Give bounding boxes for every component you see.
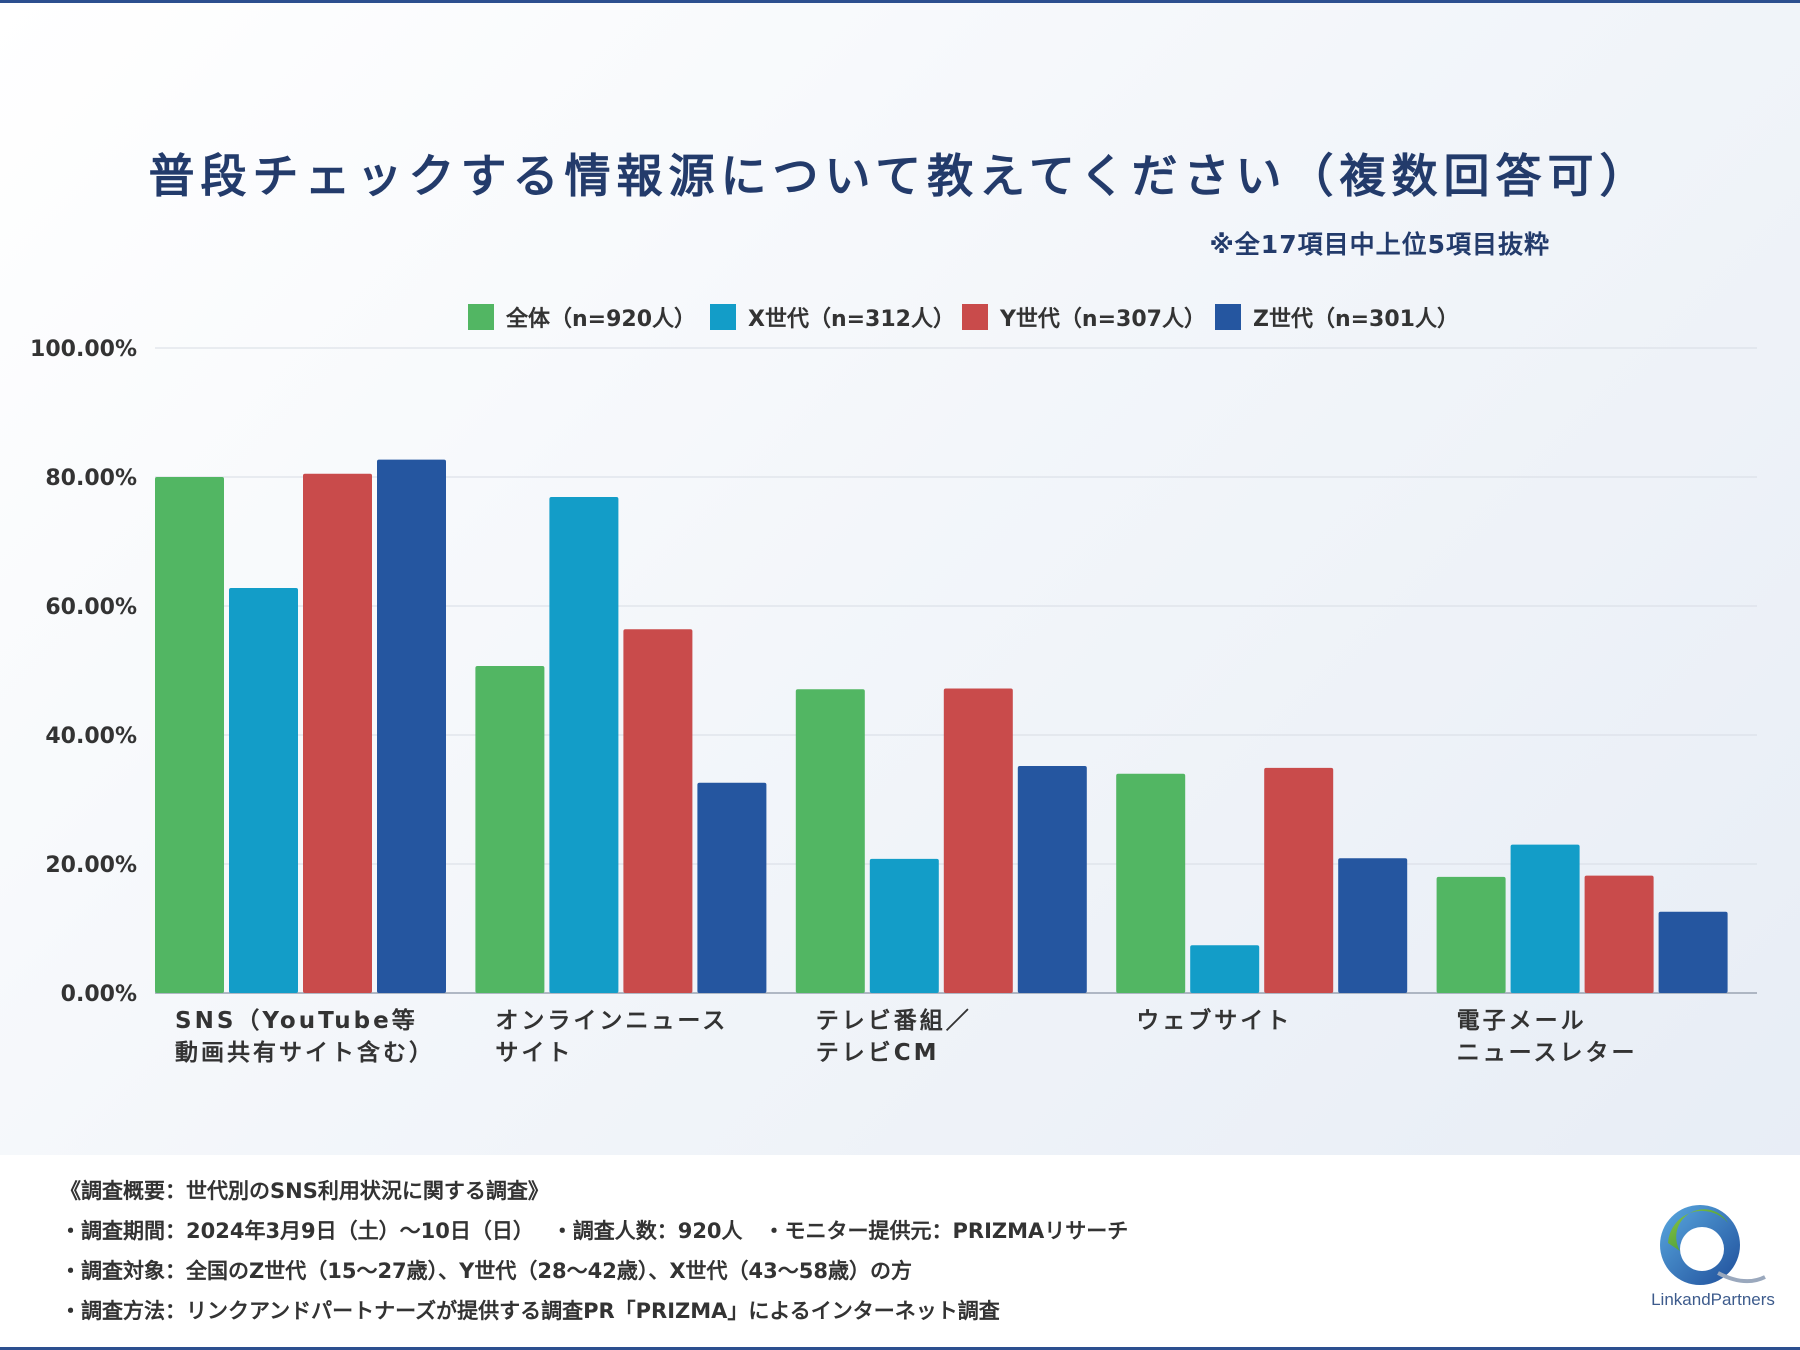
bar — [1658, 911, 1728, 993]
bar — [303, 473, 372, 993]
x-tick-label: テレビCM — [816, 1040, 940, 1066]
chart-title: 普段チェックする情報源について教えてください（複数回答可） — [148, 149, 1652, 203]
bar — [1190, 945, 1260, 993]
bar — [377, 459, 446, 994]
x-tick-label: SNS（YouTube等 — [175, 1007, 418, 1034]
x-tick-label: サイト — [495, 1040, 573, 1066]
x-tick-label: 動画共有サイト含む） — [175, 1039, 435, 1066]
logo-text: LinkandPartners — [1651, 1290, 1775, 1309]
bar — [1436, 876, 1506, 993]
bar — [475, 665, 545, 993]
legend-label: Y世代（n=307人） — [999, 307, 1206, 332]
x-tick-label: ニュースレター — [1457, 1040, 1638, 1066]
bar — [229, 587, 298, 993]
y-tick-label: 60.00% — [45, 595, 137, 620]
legend-label: 全体（n=920人） — [505, 306, 696, 332]
bar — [943, 688, 1013, 993]
survey-footer: 《調査概要：世代別のSNS利用状況に関する調査》 ・調査期間：2024年3月9日… — [0, 1155, 1800, 1347]
footer-target: ・調査対象：全国のZ世代（15～27歳）、Y世代（28～42歳）、X世代（43～… — [60, 1259, 912, 1283]
legend-label: X世代（n=312人） — [748, 307, 955, 332]
footer-period: ・調査期間：2024年3月9日（土）～10日（日） ・調査人数：920人 ・モニ… — [60, 1219, 1129, 1243]
bar — [549, 496, 619, 993]
chart-note: ※全17項目中上位5項目抜粋 — [1209, 230, 1550, 259]
bar — [795, 689, 865, 993]
bottom-rule — [0, 1347, 1800, 1350]
footer-method: ・調査方法：リンクアンドパートナーズが提供する調査PR「PRIZMA」によるイン… — [60, 1299, 1000, 1323]
bar — [1338, 858, 1408, 993]
legend-swatch — [468, 304, 494, 330]
top-rule — [0, 0, 1800, 3]
bar — [697, 782, 767, 993]
legend-swatch — [1215, 304, 1241, 330]
x-tick-label: 電子メール — [1457, 1008, 1587, 1034]
legend-label: Z世代（n=301人） — [1253, 307, 1459, 332]
y-tick-label: 80.00% — [45, 466, 137, 491]
y-tick-label: 40.00% — [45, 724, 137, 749]
legend-swatch — [710, 304, 736, 330]
bar — [869, 858, 939, 993]
y-tick-label: 0.00% — [61, 982, 137, 1007]
legend-swatch — [962, 304, 988, 330]
bar — [623, 629, 693, 993]
bar — [155, 477, 224, 993]
bar — [1584, 875, 1654, 993]
bar — [1017, 765, 1087, 993]
x-tick-label: ウェブサイト — [1136, 1007, 1292, 1034]
bar — [1510, 844, 1580, 993]
company-logo-icon — [1660, 1205, 1766, 1285]
x-tick-label: オンラインニュース — [495, 1008, 728, 1034]
y-tick-label: 20.00% — [45, 853, 137, 878]
bar-chart: 0.00% 20.00% 40.00% 60.00% 80.00% 100.00% SNS（… — [30, 304, 1757, 1066]
x-tick-label: テレビ番組／ — [816, 1007, 972, 1034]
bar — [1116, 773, 1186, 993]
y-tick-label: 100.00% — [30, 337, 137, 362]
bar — [1264, 767, 1334, 993]
footer-heading: 《調査概要：世代別のSNS利用状況に関する調査》 — [60, 1179, 549, 1203]
